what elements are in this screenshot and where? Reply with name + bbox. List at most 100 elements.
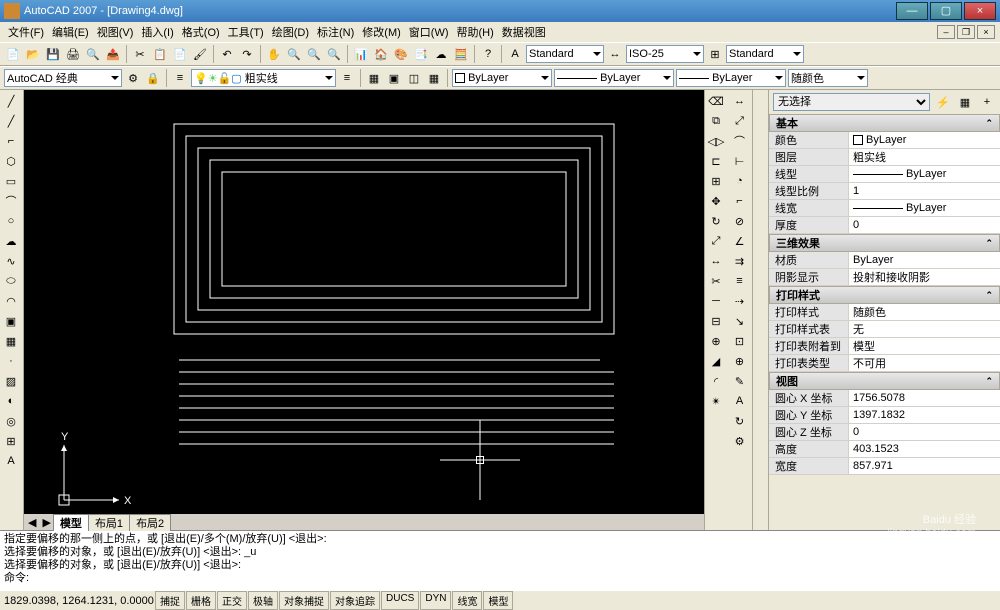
layermgr-icon[interactable]: ≡ bbox=[171, 69, 189, 87]
hatch-icon[interactable]: ▨ bbox=[2, 372, 20, 390]
zoom-prev-icon[interactable]: 🔍 bbox=[305, 45, 323, 63]
workspace-lock-icon[interactable]: 🔒 bbox=[144, 69, 162, 87]
extend-icon[interactable]: ─ bbox=[707, 292, 725, 310]
minimize-button[interactable]: — bbox=[896, 2, 928, 20]
prop-row[interactable]: 圆心 Z 坐标0 bbox=[769, 424, 1000, 441]
ellipse-icon[interactable]: ⬭ bbox=[2, 272, 20, 290]
doc-close-button[interactable]: × bbox=[977, 25, 995, 39]
dim-continue-icon[interactable]: ⇢ bbox=[731, 292, 749, 310]
stretch-icon[interactable]: ↔ bbox=[707, 252, 725, 270]
dim-ordinate-icon[interactable]: ⊢ bbox=[731, 152, 749, 170]
prop-section-header[interactable]: 基本⌃ bbox=[769, 114, 1000, 132]
line-icon[interactable]: ╱ bbox=[2, 92, 20, 110]
xline-icon[interactable]: ╱ bbox=[2, 112, 20, 130]
status-toggle[interactable]: 极轴 bbox=[248, 591, 278, 610]
cut-icon[interactable]: ✂ bbox=[131, 45, 149, 63]
model-viewport[interactable]: XY bbox=[24, 90, 704, 514]
menu-insert[interactable]: 插入(I) bbox=[137, 24, 177, 40]
tablestyle-select[interactable]: Standard bbox=[726, 45, 804, 63]
ellipsearc-icon[interactable]: ◠ bbox=[2, 292, 20, 310]
rectangle-icon[interactable]: ▭ bbox=[2, 172, 20, 190]
tab-model[interactable]: 模型 bbox=[53, 514, 89, 531]
prop-row[interactable]: 打印样式随颜色 bbox=[769, 304, 1000, 321]
dim-radius-icon[interactable]: ◔ bbox=[731, 172, 749, 190]
menu-modify[interactable]: 修改(M) bbox=[358, 24, 405, 40]
pline-icon[interactable]: ⌐ bbox=[2, 132, 20, 150]
block2-icon[interactable]: ▣ bbox=[385, 69, 403, 87]
preview-icon[interactable]: 🔍 bbox=[84, 45, 102, 63]
status-toggle[interactable]: DYN bbox=[420, 591, 451, 610]
block-icon[interactable]: ▦ bbox=[365, 69, 383, 87]
insert-icon[interactable]: ▣ bbox=[2, 312, 20, 330]
dim-jogged-icon[interactable]: ⌐ bbox=[731, 192, 749, 210]
prop-row[interactable]: 打印表附着到模型 bbox=[769, 338, 1000, 355]
block4-icon[interactable]: ▦ bbox=[425, 69, 443, 87]
tab-layout1[interactable]: 布局1 bbox=[88, 514, 130, 531]
properties-icon[interactable]: 📊 bbox=[352, 45, 370, 63]
table-icon[interactable]: ⊞ bbox=[2, 432, 20, 450]
revcloud-icon[interactable]: ☁ bbox=[2, 232, 20, 250]
dim-quick-icon[interactable]: ⇉ bbox=[731, 252, 749, 270]
help-icon[interactable]: ? bbox=[479, 45, 497, 63]
status-toggle[interactable]: 对象追踪 bbox=[330, 591, 380, 610]
markup-icon[interactable]: ☁ bbox=[432, 45, 450, 63]
mtext-icon[interactable]: A bbox=[2, 452, 20, 470]
workspace-select[interactable]: AutoCAD 经典 bbox=[4, 69, 122, 87]
prop-row[interactable]: 线型比例1 bbox=[769, 183, 1000, 200]
prop-section-header[interactable]: 打印样式⌃ bbox=[769, 286, 1000, 304]
prop-row[interactable]: 线型ByLayer bbox=[769, 166, 1000, 183]
dim-edit-icon[interactable]: ✎ bbox=[731, 372, 749, 390]
lineweight-select[interactable]: ByLayer bbox=[676, 69, 786, 87]
prop-row[interactable]: 阴影显示投射和接收阴影 bbox=[769, 269, 1000, 286]
designcenter-icon[interactable]: 🏠 bbox=[372, 45, 390, 63]
prop-row[interactable]: 圆心 Y 坐标1397.1832 bbox=[769, 407, 1000, 424]
status-toggle[interactable]: DUCS bbox=[381, 591, 419, 610]
mirror-icon[interactable]: ◁▷ bbox=[707, 132, 725, 150]
menu-tools[interactable]: 工具(T) bbox=[224, 24, 268, 40]
tablestyle-icon[interactable]: ⊞ bbox=[706, 45, 724, 63]
status-toggle[interactable]: 模型 bbox=[483, 591, 513, 610]
dim-tedit-icon[interactable]: A bbox=[731, 392, 749, 410]
prop-row[interactable]: 图层粗实线 bbox=[769, 149, 1000, 166]
array-icon[interactable]: ⊞ bbox=[707, 172, 725, 190]
erase-icon[interactable]: ⌫ bbox=[707, 92, 725, 110]
dim-tolerance-icon[interactable]: ⊡ bbox=[731, 332, 749, 350]
dim-update-icon[interactable]: ↻ bbox=[731, 412, 749, 430]
prop-row[interactable]: 高度403.1523 bbox=[769, 441, 1000, 458]
menu-format[interactable]: 格式(O) bbox=[178, 24, 224, 40]
menu-dataview[interactable]: 数据视图 bbox=[498, 24, 550, 40]
doc-restore-button[interactable]: ❐ bbox=[957, 25, 975, 39]
close-button[interactable]: × bbox=[964, 2, 996, 20]
layer-prev-icon[interactable]: ≡ bbox=[338, 69, 356, 87]
status-toggle[interactable]: 对象捕捉 bbox=[279, 591, 329, 610]
dim-center-icon[interactable]: ⊕ bbox=[731, 352, 749, 370]
fillet-icon[interactable]: ◜ bbox=[707, 372, 725, 390]
scale-icon[interactable]: ⤢ bbox=[707, 232, 725, 250]
tab-layout2[interactable]: 布局2 bbox=[129, 514, 171, 531]
polygon-icon[interactable]: ⬡ bbox=[2, 152, 20, 170]
color-select[interactable]: ByLayer bbox=[452, 69, 552, 87]
menu-draw[interactable]: 绘图(D) bbox=[268, 24, 313, 40]
undo-icon[interactable]: ↶ bbox=[218, 45, 236, 63]
prop-section-header[interactable]: 视图⌃ bbox=[769, 372, 1000, 390]
gradient-icon[interactable]: ◐ bbox=[2, 392, 20, 410]
prop-row[interactable]: 材质ByLayer bbox=[769, 252, 1000, 269]
calc-icon[interactable]: 🧮 bbox=[452, 45, 470, 63]
point-icon[interactable]: · bbox=[2, 352, 20, 370]
rotate-icon[interactable]: ↻ bbox=[707, 212, 725, 230]
break-icon[interactable]: ⊟ bbox=[707, 312, 725, 330]
textstyle-icon[interactable]: A bbox=[506, 45, 524, 63]
sheetset-icon[interactable]: 📑 bbox=[412, 45, 430, 63]
prop-row[interactable]: 打印表类型不可用 bbox=[769, 355, 1000, 372]
zoom-win-icon[interactable]: 🔍 bbox=[325, 45, 343, 63]
workspace-settings-icon[interactable]: ⚙ bbox=[124, 69, 142, 87]
zoom-icon[interactable]: 🔍 bbox=[285, 45, 303, 63]
publish-icon[interactable]: 📤 bbox=[104, 45, 122, 63]
dimstyle-icon[interactable]: ↔ bbox=[606, 45, 624, 63]
menu-window[interactable]: 窗口(W) bbox=[405, 24, 453, 40]
dim-baseline-icon[interactable]: ≡ bbox=[731, 272, 749, 290]
doc-minimize-button[interactable]: – bbox=[937, 25, 955, 39]
prop-row[interactable]: 线宽ByLayer bbox=[769, 200, 1000, 217]
copy-icon[interactable]: 📋 bbox=[151, 45, 169, 63]
selection-dropdown[interactable]: 无选择 bbox=[773, 93, 930, 111]
